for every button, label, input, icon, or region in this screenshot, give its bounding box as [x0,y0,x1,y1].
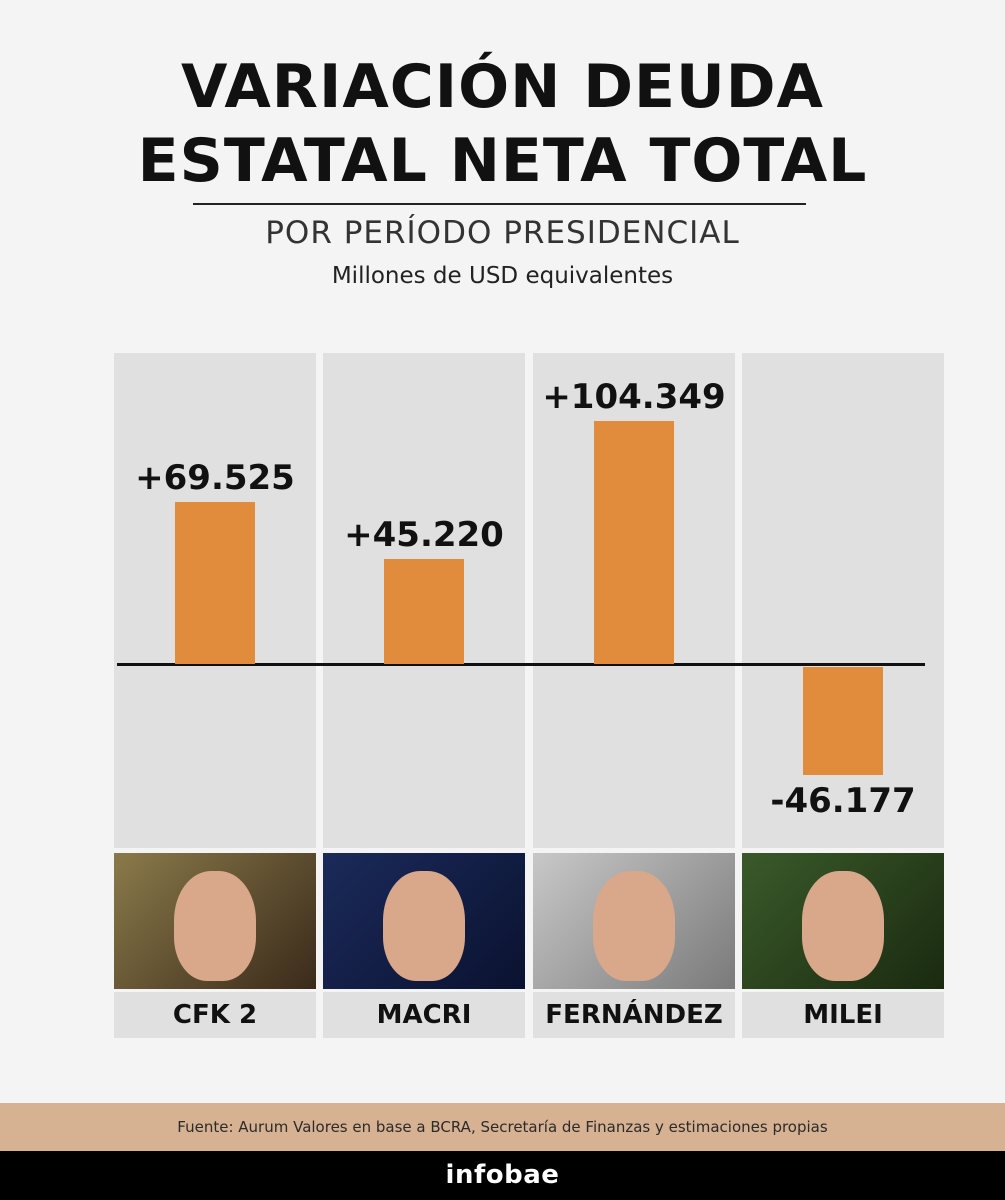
data-label: +45.220 [344,514,504,555]
face-shape [802,871,884,981]
category-label: MACRI [323,992,525,1038]
title-divider [193,203,806,205]
brand-logo: infobae [0,1151,1005,1200]
source-note: Fuente: Aurum Valores en base a BCRA, Se… [0,1103,1005,1151]
title-line-1: VARIACIÓN DEUDA [181,52,824,122]
portrait-photo [114,853,316,989]
portrait-photo [323,853,525,989]
bar [594,421,674,664]
zero-axis-line [117,663,925,666]
title-line-2: ESTATAL NETA TOTAL [137,126,868,196]
category-label: CFK 2 [114,992,316,1038]
bar [175,502,255,664]
bar [803,667,883,775]
data-label: +104.349 [542,377,726,417]
category-label: FERNÁNDEZ [533,992,735,1038]
units-label: Millones de USD equivalentes [331,263,674,289]
face-shape [383,871,465,981]
portrait-photo [533,853,735,989]
face-shape [593,871,675,981]
chart-title: VARIACIÓN DEUDA ESTATAL NETA TOTAL [0,50,1005,198]
chart-subtitle: POR PERÍODO PRESIDENCIAL [265,215,740,251]
portrait-photo [742,853,944,989]
bar [384,558,464,664]
data-label: +69.525 [135,458,295,499]
data-label: -46.177 [770,780,916,821]
face-shape [174,871,256,981]
category-label: MILEI [742,992,944,1038]
